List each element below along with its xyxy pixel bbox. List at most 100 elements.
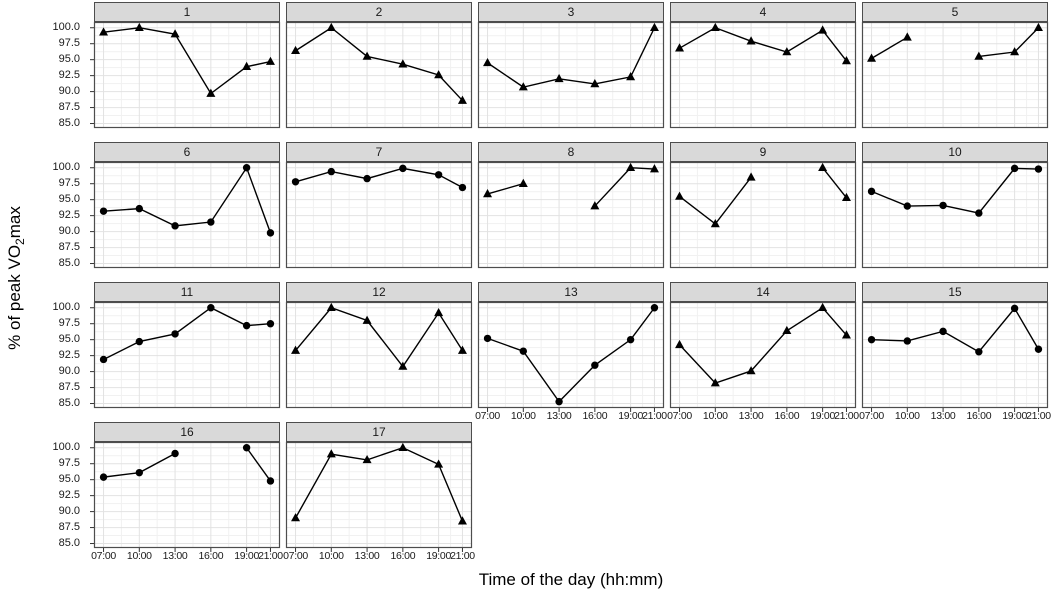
x-tick-label: 19:00 bbox=[234, 550, 259, 562]
x-tick-label: 21:00 bbox=[834, 410, 859, 422]
data-point-triangle bbox=[518, 178, 528, 188]
data-point-triangle bbox=[457, 345, 467, 354]
x-tick-label: 16:00 bbox=[774, 410, 800, 422]
data-point-triangle bbox=[590, 201, 600, 210]
data-point-triangle bbox=[782, 325, 792, 335]
x-tick-label: 13:00 bbox=[930, 410, 956, 422]
data-point-circle bbox=[867, 335, 876, 344]
y-tick-label: 92.5 bbox=[58, 69, 80, 82]
data-point-circle bbox=[266, 229, 275, 237]
y-tick-label: 97.5 bbox=[58, 457, 80, 470]
x-tick-label: 07:00 bbox=[91, 550, 116, 562]
x-tick-label: 13:00 bbox=[162, 550, 188, 562]
x-tick-label: 21:00 bbox=[642, 410, 667, 422]
data-point-triangle bbox=[782, 47, 792, 56]
facet-strip-label: 7 bbox=[286, 142, 472, 162]
data-point-triangle bbox=[818, 25, 828, 34]
data-point-circle bbox=[171, 330, 179, 338]
data-point-circle bbox=[242, 164, 251, 172]
data-point-triangle bbox=[242, 61, 252, 70]
y-axis-tick-labels: 85.0 87.5 90.0 92.5 95.0 97.5 100.0 bbox=[22, 282, 88, 409]
data-point-circle bbox=[291, 178, 300, 186]
y-axis-tick-labels: 85.0 87.5 90.0 92.5 95.0 97.5 100.0 bbox=[22, 2, 88, 129]
y-tick-label: 97.5 bbox=[58, 177, 80, 190]
x-tick-label: 19:00 bbox=[618, 410, 643, 422]
data-point-triangle bbox=[746, 366, 756, 375]
x-tick-label: 16:00 bbox=[198, 550, 224, 562]
x-tick-label: 21:00 bbox=[1026, 410, 1051, 422]
facet-plot bbox=[90, 21, 281, 129]
data-point-triangle bbox=[134, 22, 144, 32]
y-tick-label: 92.5 bbox=[58, 489, 80, 502]
data-point-triangle bbox=[649, 22, 659, 32]
data-point-circle bbox=[1010, 164, 1019, 173]
x-tick-label: 10:00 bbox=[894, 410, 920, 422]
y-tick-label: 100.0 bbox=[52, 441, 80, 454]
data-point-triangle bbox=[326, 302, 336, 312]
y-tick-label: 87.5 bbox=[58, 241, 80, 254]
facet-strip-label: 11 bbox=[94, 282, 280, 302]
facet-plot bbox=[669, 301, 857, 412]
data-point-triangle bbox=[291, 45, 301, 55]
data-point-triangle bbox=[841, 56, 851, 65]
facet-plot bbox=[477, 301, 665, 412]
facet-strip-label: 8 bbox=[478, 142, 664, 162]
y-tick-label: 95.0 bbox=[58, 193, 80, 206]
data-point-triangle bbox=[326, 449, 336, 458]
data-point-triangle bbox=[434, 70, 444, 79]
facet-plot bbox=[285, 161, 473, 269]
data-point-triangle bbox=[291, 513, 301, 522]
data-point-triangle bbox=[99, 27, 109, 36]
data-point-triangle bbox=[362, 315, 372, 324]
x-tick-label: 19:00 bbox=[1002, 410, 1027, 422]
facet-strip-label: 17 bbox=[286, 422, 472, 442]
data-point-circle bbox=[135, 468, 144, 477]
y-tick-label: 95.0 bbox=[58, 53, 80, 66]
data-point-triangle bbox=[675, 43, 685, 52]
data-point-triangle bbox=[841, 330, 851, 339]
data-point-circle bbox=[626, 335, 635, 344]
data-point-triangle bbox=[483, 189, 493, 198]
data-point-circle bbox=[434, 171, 443, 179]
data-point-circle bbox=[207, 304, 215, 312]
data-point-circle bbox=[399, 164, 407, 173]
facet-panel-2: 2 bbox=[285, 2, 473, 129]
facet-plot bbox=[285, 441, 473, 552]
facet-panel-4: 4 bbox=[669, 2, 857, 129]
facet-plot bbox=[285, 21, 473, 129]
y-tick-label: 90.0 bbox=[58, 505, 80, 518]
data-point-triangle bbox=[649, 164, 659, 173]
y-tick-label: 95.0 bbox=[58, 473, 80, 486]
x-tick-label: 16:00 bbox=[390, 550, 416, 562]
data-point-circle bbox=[903, 202, 912, 210]
x-axis-tick-labels: 07:00 10:00 13:00 16:00 19:00 21:00 bbox=[667, 409, 859, 423]
x-tick-label: 19:00 bbox=[810, 410, 835, 422]
x-axis-tick-labels: 07:00 10:00 13:00 16:00 19:00 21:00 bbox=[91, 549, 283, 563]
facet-plot bbox=[861, 161, 1049, 269]
y-tick-label: 90.0 bbox=[58, 225, 80, 238]
data-point-triangle bbox=[398, 59, 408, 68]
data-point-circle bbox=[135, 337, 144, 346]
data-point-triangle bbox=[1033, 22, 1043, 32]
data-point-triangle bbox=[434, 459, 444, 468]
facet-strip-label: 2 bbox=[286, 2, 472, 22]
data-point-triangle bbox=[434, 307, 444, 317]
facet-grid: 85.0 87.5 90.0 92.5 95.0 97.5 100.0 1 2 3 4 5 85.0 87… bbox=[22, 2, 1051, 562]
data-point-triangle bbox=[362, 51, 372, 60]
data-point-triangle bbox=[974, 51, 984, 60]
facet-strip-label: 16 bbox=[94, 422, 280, 442]
y-tick-label: 87.5 bbox=[58, 381, 80, 394]
x-tick-label: 13:00 bbox=[546, 410, 572, 422]
facet-plot bbox=[861, 301, 1049, 412]
x-tick-label: 07:00 bbox=[283, 550, 308, 562]
data-point-circle bbox=[135, 204, 144, 213]
facet-panel-15: 15 07:00 10:00 13:00 16:00 19:00 21:00 bbox=[859, 282, 1051, 422]
facet-panel-14: 14 07:00 10:00 13:00 16:00 19:00 21:00 bbox=[667, 282, 859, 422]
x-tick-label: 16:00 bbox=[966, 410, 992, 422]
data-point-triangle bbox=[626, 162, 636, 172]
facet-plot bbox=[861, 21, 1049, 129]
y-tick-label: 100.0 bbox=[52, 161, 80, 174]
facet-strip-label: 6 bbox=[94, 142, 280, 162]
data-point-circle bbox=[99, 355, 108, 364]
